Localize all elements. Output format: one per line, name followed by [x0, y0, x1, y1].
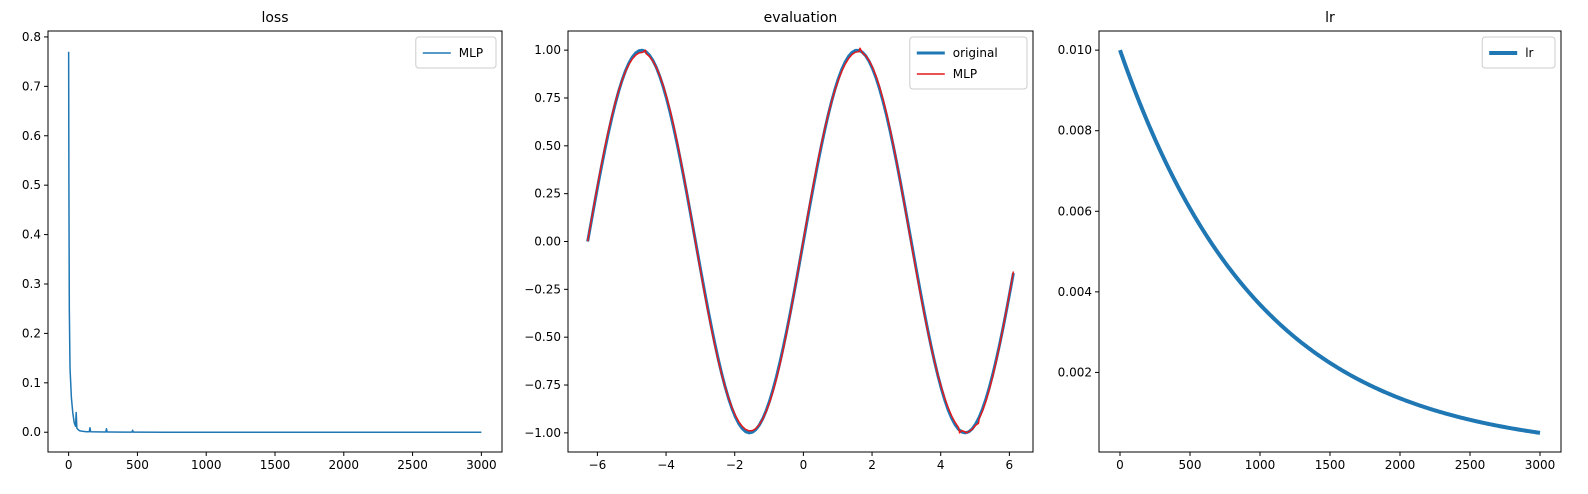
y-tick-label: 0.6: [22, 129, 41, 143]
y-tick-label: 0.008: [1058, 124, 1092, 138]
y-tick-label: 0.50: [534, 139, 561, 153]
chart-panel-2: evaluation −6 −4 −2 0 2 4 6 −1.00 −0.75 −0.50 −0.25…: [524, 10, 1034, 472]
y-tick-label: 1.00: [534, 43, 561, 57]
series-group: [586, 47, 1015, 435]
y-tick-label: 0.00: [534, 235, 561, 249]
x-tick-label: 3000: [466, 458, 497, 472]
x-tick-label: 2500: [397, 458, 428, 472]
x-tick-label: −6: [589, 458, 607, 472]
y-tick-label: 0.5: [22, 178, 41, 192]
x-tick-label: 2: [868, 458, 876, 472]
y-tick-label: −0.75: [524, 378, 561, 392]
x-tick-label: 1500: [260, 458, 291, 472]
x-tick-label: 2500: [1455, 458, 1486, 472]
legend: lr: [1481, 36, 1556, 69]
plot-frame: [47, 30, 503, 453]
x-tick-label: 0: [800, 458, 808, 472]
x-tick-label: 3000: [1525, 458, 1556, 472]
y-tick-label: 0.4: [22, 228, 41, 242]
y-tick-label: 0.2: [22, 326, 41, 340]
y-tick-label: 0.006: [1058, 204, 1092, 218]
legend-label: MLP: [953, 67, 977, 81]
y-tick-label: 0.0: [22, 425, 41, 439]
y-tick-label: 0.25: [534, 187, 561, 201]
y-tick-label: −0.25: [524, 282, 561, 296]
x-tick-label: 2000: [1385, 458, 1416, 472]
x-tick-label: 1000: [191, 458, 222, 472]
y-tick-label: −1.00: [524, 426, 561, 440]
legend-box: [909, 36, 1028, 90]
legend: MLP: [415, 36, 497, 69]
x-tick-label: 1500: [1315, 458, 1346, 472]
series-group: [1118, 49, 1541, 435]
y-tick-label: 0.1: [22, 376, 41, 390]
series-line-mlp: [586, 47, 1015, 434]
y-tick-label: 0.7: [22, 79, 41, 93]
y-tick-label: 0.002: [1058, 365, 1092, 379]
x-tick-label: 500: [126, 458, 149, 472]
legend-label: original: [953, 46, 998, 60]
y-tick-label: 0.8: [22, 30, 41, 44]
chart-panel-3: lr 0 500 1000 1500 2000 2500 3000 0.002 0.004 0.00…: [1058, 10, 1562, 472]
y-tick-label: −0.50: [524, 330, 561, 344]
chart-title: evaluation: [764, 10, 838, 26]
series-group: [67, 51, 482, 433]
x-tick-label: 2000: [329, 458, 360, 472]
x-tick-label: −4: [657, 458, 675, 472]
x-tick-label: 500: [1179, 458, 1202, 472]
y-tick-label: 0.3: [22, 277, 41, 291]
y-tick-label: 0.004: [1058, 285, 1092, 299]
x-tick-label: 6: [1006, 458, 1014, 472]
series-line-original: [586, 48, 1015, 435]
legend-box: [415, 36, 497, 69]
legend-label: MLP: [459, 46, 483, 60]
x-tick-label: 1000: [1245, 458, 1276, 472]
series-line-lr: [1118, 49, 1541, 435]
chart-panel-1: loss 0 500 1000 1500 2000 2500 3000 0.0 0.1 0.2 0.3…: [22, 10, 503, 472]
x-tick-label: −2: [726, 458, 744, 472]
plot-frame: [1098, 30, 1562, 453]
y-tick-label: 0.010: [1058, 43, 1092, 57]
y-tick-label: 0.75: [534, 91, 561, 105]
plot-frame: [567, 30, 1034, 453]
x-tick-label: 4: [937, 458, 945, 472]
chart-title: lr: [1325, 10, 1335, 26]
chart-title: loss: [261, 10, 288, 26]
legend-box: [1481, 36, 1556, 69]
series-line-mlp: [67, 51, 482, 433]
x-tick-label: 0: [1116, 458, 1124, 472]
x-tick-label: 0: [65, 458, 73, 472]
legend-label: lr: [1525, 46, 1533, 60]
legend: original MLP: [909, 36, 1028, 90]
